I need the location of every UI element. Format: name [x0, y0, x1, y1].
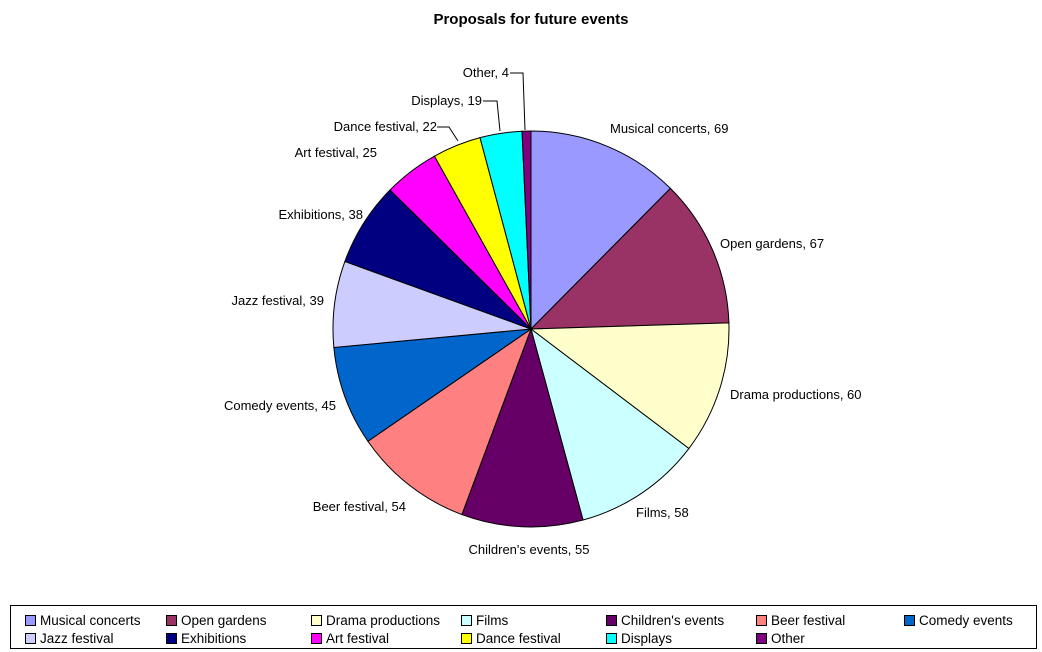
legend-label: Children's events: [621, 612, 725, 628]
legend-swatch: [904, 614, 915, 626]
legend-swatch: [25, 632, 36, 644]
legend-item-exhibitions: Exhibitions: [166, 629, 246, 647]
pie-slice-children-s-events: [461, 327, 584, 528]
legend-label: Jazz festival: [40, 630, 114, 646]
slice-label-comedy-events: Comedy events, 45: [224, 398, 336, 413]
slice-label-films: Films, 58: [636, 505, 689, 520]
slice-label-displays: Displays, 19: [411, 93, 482, 108]
legend-item-drama-productions: Drama productions: [311, 611, 440, 629]
legend-swatch: [166, 632, 177, 644]
legend-label: Art festival: [326, 630, 390, 646]
slice-label-beer-festival: Beer festival, 54: [313, 499, 406, 514]
slice-label-open-gardens: Open gardens, 67: [720, 236, 824, 251]
leader-lines: [437, 72, 526, 142]
legend-label: Drama productions: [326, 612, 441, 628]
legend-label: Films: [476, 612, 509, 628]
legend-item-films: Films: [461, 611, 508, 629]
pie-slices: [332, 130, 730, 528]
slice-label-art-festival: Art festival, 25: [295, 145, 377, 160]
legend-item-dance-festival: Dance festival: [461, 629, 561, 647]
legend-swatch: [461, 632, 472, 644]
legend-swatch: [25, 614, 36, 626]
legend-swatch: [311, 632, 322, 644]
legend-label: Exhibitions: [181, 630, 247, 646]
leader-line-displays: [483, 100, 501, 132]
pie-slice-comedy-events: [333, 328, 533, 442]
legend-label: Musical concerts: [40, 612, 141, 628]
legend-item-beer-festival: Beer festival: [756, 611, 845, 629]
legend-item-jazz-festival: Jazz festival: [25, 629, 114, 647]
legend-item-displays: Displays: [606, 629, 672, 647]
legend-item-comedy-events: Comedy events: [904, 611, 1013, 629]
slice-label-drama-productions: Drama productions, 60: [730, 387, 862, 402]
legend-swatch: [606, 632, 617, 644]
legend-swatch: [311, 614, 322, 626]
leader-line-dance-festival: [437, 126, 459, 142]
legend-swatch: [756, 614, 767, 626]
legend-item-other: Other: [756, 629, 805, 647]
leader-line-other: [510, 72, 526, 131]
slice-label-jazz-festival: Jazz festival, 39: [232, 293, 325, 308]
pie-slice-musical-concerts: [530, 130, 672, 331]
legend-item-musical-concerts: Musical concerts: [25, 611, 141, 629]
legend-item-open-gardens: Open gardens: [166, 611, 267, 629]
pie-slice-beer-festival: [367, 327, 533, 516]
slice-label-dance-festival: Dance festival, 22: [334, 119, 437, 134]
slice-labels: Musical concerts, 69 Open gardens, 67 Dram…: [224, 65, 862, 557]
legend-swatch: [166, 614, 177, 626]
legend-item-children-s-events: Children's events: [606, 611, 724, 629]
slice-label-other: Other, 4: [463, 65, 509, 80]
pie-slice-other: [521, 130, 532, 330]
slice-label-musical-concerts: Musical concerts, 69: [610, 121, 729, 136]
pie-chart: Proposals for future events Musical conc…: [224, 11, 862, 557]
chart-title: Proposals for future events: [433, 11, 628, 28]
legend-label: Other: [771, 630, 805, 646]
legend-label: Beer festival: [771, 612, 846, 628]
legend-label: Open gardens: [181, 612, 267, 628]
legend-item-art-festival: Art festival: [311, 629, 389, 647]
pie-slice-open-gardens: [529, 187, 730, 330]
legend-label: Displays: [621, 630, 673, 646]
legend: Musical concerts Open gardens Drama produc…: [10, 605, 1037, 649]
slice-label-exhibitions: Exhibitions, 38: [278, 207, 363, 222]
legend-swatch: [461, 614, 472, 626]
pie-slice-drama-productions: [529, 322, 730, 450]
legend-swatch: [756, 632, 767, 644]
slice-label-children-s-events: Children's events, 55: [469, 542, 590, 557]
legend-swatch: [606, 614, 617, 626]
legend-label: Dance festival: [476, 630, 561, 646]
legend-label: Comedy events: [919, 612, 1013, 628]
